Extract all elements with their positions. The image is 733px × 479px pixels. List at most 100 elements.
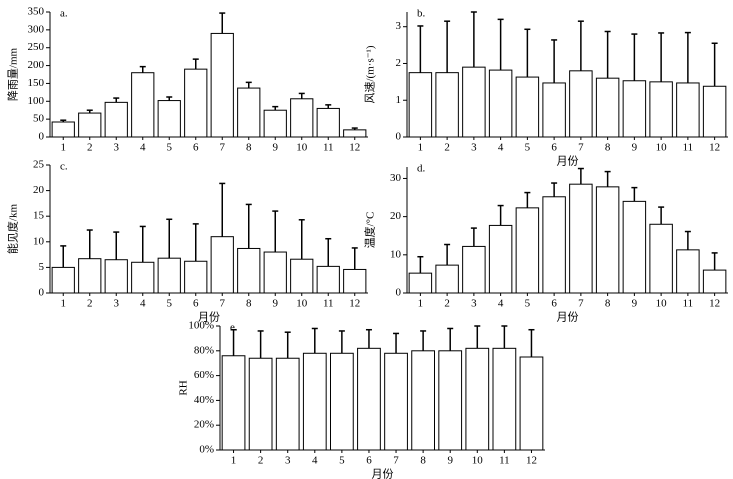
bar xyxy=(343,268,367,294)
x-tick-label: 1 xyxy=(61,142,67,154)
bar xyxy=(131,261,155,294)
x-tick-label: 6 xyxy=(551,298,557,310)
bar xyxy=(488,69,513,138)
x-tick-label: 3 xyxy=(285,455,291,467)
x-tick-label: 10 xyxy=(656,298,668,310)
x-tick-label: 9 xyxy=(632,142,638,154)
y-tick-label: 0 xyxy=(39,131,45,143)
x-tick-label: 9 xyxy=(447,455,453,467)
x-tick-label: 9 xyxy=(273,142,279,154)
y-axis-label: 风速/(m·s⁻¹) xyxy=(364,45,377,103)
panel-label: b. xyxy=(417,8,426,20)
x-tick-label: 10 xyxy=(296,142,308,154)
y-axis-label: RH xyxy=(178,380,190,395)
x-tick-label: 5 xyxy=(525,142,531,154)
x-tick-label: 2 xyxy=(258,455,264,467)
x-tick-label: 7 xyxy=(578,142,584,154)
y-tick-label: 80% xyxy=(194,344,214,356)
bar xyxy=(343,129,367,138)
x-tick-label: 3 xyxy=(114,142,120,154)
x-tick-label: 11 xyxy=(683,298,694,310)
bar xyxy=(435,264,459,294)
x-tick-label: 3 xyxy=(471,142,477,154)
bar xyxy=(78,258,102,294)
bar xyxy=(131,72,155,138)
y-tick-label: 100 xyxy=(28,95,45,107)
y-tick-label: 10 xyxy=(390,248,402,260)
x-tick-label: 4 xyxy=(498,142,504,154)
bar xyxy=(569,70,593,138)
x-tick-label: 3 xyxy=(471,298,477,310)
bar xyxy=(622,200,647,294)
x-tick-label: 9 xyxy=(273,298,279,310)
x-tick-label: 4 xyxy=(140,142,146,154)
y-axis-label: 降雨量/mm xyxy=(6,47,20,101)
x-axis-label: 月份 xyxy=(198,311,220,324)
bar xyxy=(462,66,486,138)
bar xyxy=(157,100,181,138)
bar xyxy=(384,352,408,451)
x-tick-label: 11 xyxy=(683,142,694,154)
x-tick-label: 6 xyxy=(193,142,199,154)
y-tick-label: 20 xyxy=(390,210,402,222)
y-tick-label: 25 xyxy=(33,159,45,171)
y-tick-label: 200 xyxy=(28,59,45,71)
bar xyxy=(221,355,246,451)
bar xyxy=(569,183,593,294)
y-tick-label: 100% xyxy=(188,320,214,332)
x-tick-label: 1 xyxy=(418,298,424,310)
x-tick-label: 8 xyxy=(246,142,252,154)
bar xyxy=(51,121,75,138)
x-tick-label: 5 xyxy=(525,298,531,310)
x-tick-label: 1 xyxy=(418,142,424,154)
x-tick-label: 2 xyxy=(444,142,450,154)
x-tick-label: 11 xyxy=(323,298,334,310)
x-tick-label: 5 xyxy=(339,455,345,467)
y-tick-label: 15 xyxy=(33,210,45,222)
bar xyxy=(676,82,700,138)
x-tick-label: 11 xyxy=(499,455,510,467)
bar xyxy=(316,107,340,138)
x-tick-label: 1 xyxy=(61,298,67,310)
x-tick-label: 4 xyxy=(312,455,318,467)
bar xyxy=(51,266,75,294)
x-tick-label: 2 xyxy=(444,298,450,310)
x-tick-label: 12 xyxy=(526,455,537,467)
y-tick-label: 10 xyxy=(33,235,45,247)
bar xyxy=(542,82,566,138)
bar xyxy=(488,224,513,294)
x-tick-label: 7 xyxy=(220,142,226,154)
y-tick-label: 5 xyxy=(39,261,45,273)
x-axis-label: 月份 xyxy=(372,468,394,479)
y-tick-label: 1 xyxy=(396,94,402,106)
x-tick-label: 12 xyxy=(709,298,720,310)
bar xyxy=(248,357,273,451)
x-tick-label: 3 xyxy=(114,298,120,310)
x-tick-label: 8 xyxy=(605,298,611,310)
bar xyxy=(157,257,181,294)
y-tick-label: 350 xyxy=(28,6,45,18)
y-tick-label: 40% xyxy=(194,394,214,406)
x-axis-label: 月份 xyxy=(557,155,579,168)
bar xyxy=(357,347,381,451)
x-tick-label: 8 xyxy=(246,298,252,310)
bar xyxy=(408,72,433,138)
bar xyxy=(649,223,673,294)
bar xyxy=(438,350,463,451)
bar xyxy=(462,245,486,294)
x-tick-label: 12 xyxy=(349,142,360,154)
y-tick-label: 2 xyxy=(396,57,402,69)
bar xyxy=(275,357,300,451)
bar xyxy=(78,112,102,138)
bar xyxy=(316,265,340,294)
x-tick-label: 10 xyxy=(472,455,484,467)
bar xyxy=(515,207,540,294)
bar xyxy=(290,258,314,294)
x-tick-label: 12 xyxy=(709,142,720,154)
y-tick-label: 300 xyxy=(28,23,45,35)
x-tick-label: 12 xyxy=(349,298,360,310)
bar xyxy=(676,249,700,294)
bar xyxy=(263,109,287,138)
bar xyxy=(302,352,327,451)
bar xyxy=(649,81,673,138)
